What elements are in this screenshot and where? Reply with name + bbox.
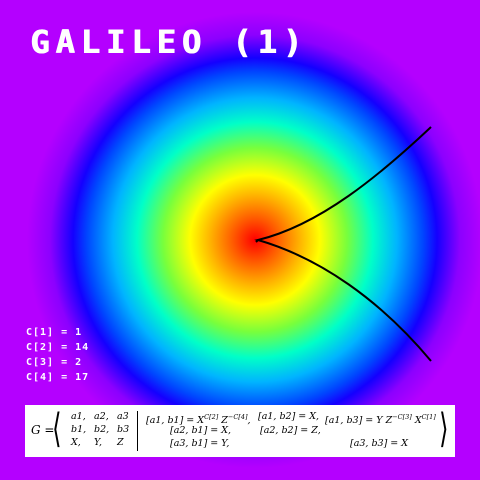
relation-a1-b2: [a1, b2] = X, [258,411,320,422]
relation-a1-b1: [a1, b1] = XC[2] Z−C[4], [146,413,251,426]
generator-x: X, [71,437,81,448]
relation-a3-b3: [a3, b3] = X [350,438,409,449]
counter-c4: C[4] = 17 [26,372,90,383]
generator-b2: b2, [94,424,110,435]
group-presentation: G = ⟨ a1, a2, a3 b1, b2, b3 X, Y, Z [a1,… [25,405,455,457]
formula-separator [137,411,138,451]
generator-a1: a1, [71,411,86,422]
relation-a1-b3: [a1, b3] = Y Z−C[3] XC[1] [325,413,436,426]
page-title: GALILEO (1) [30,23,308,61]
counter-c1: C[1] = 1 [26,327,83,338]
generator-a2: a2, [94,411,109,422]
generator-y: Y, [94,437,103,448]
counter-list: C[1] = 1 C[2] = 14 C[3] = 2 C[4] = 17 [26,325,89,385]
counter-c2: C[2] = 14 [26,342,90,353]
right-angle-bracket: ⟩ [439,406,449,452]
relation-a2-b1: [a2, b1] = X, [170,425,232,436]
generator-z: Z [117,437,124,448]
generator-b3: b3 [117,424,130,435]
relation-a3-b1: [a3, b1] = Y, [170,438,230,449]
generator-b1: b1, [71,424,87,435]
generator-a3: a3 [117,411,129,422]
relation-a2-b2: [a2, b2] = Z, [260,425,321,436]
generator-grid: a1, a2, a3 b1, b2, b3 X, Y, Z [71,411,137,449]
formula-lhs: G = [31,423,55,437]
left-angle-bracket: ⟨ [52,406,62,452]
counter-c3: C[3] = 2 [26,357,83,368]
